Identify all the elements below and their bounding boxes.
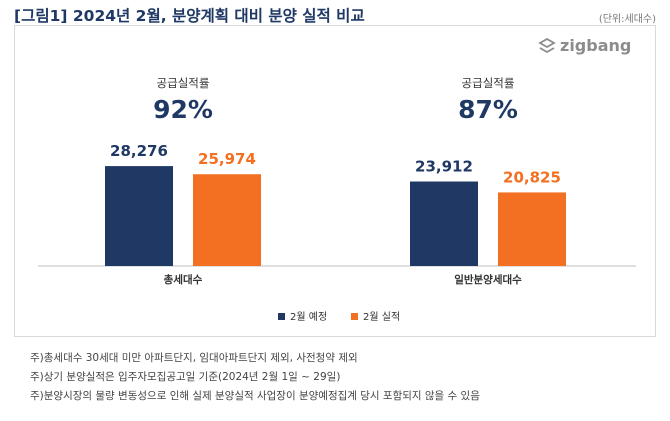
bar: [193, 174, 261, 266]
footnote-1: 주)총세대수 30세대 미만 아파트단지, 임대아파트단지 제외, 사전청약 제…: [30, 352, 358, 364]
footnotes: 주)총세대수 30세대 미만 아파트단지, 임대아파트단지 제외, 사전청약 제…: [30, 349, 480, 406]
footnote-3: 주)분양시장의 물량 변동성으로 인해 실제 분양실적 사업장이 분양예정집계 …: [30, 390, 480, 402]
bar: [410, 181, 478, 266]
bar: [498, 192, 566, 266]
legend-label: 2월 실적: [363, 311, 400, 323]
zigbang-logo-icon: [538, 37, 556, 53]
rate-value: 87%: [458, 95, 518, 124]
bar: [105, 166, 173, 266]
zigbang-logo: zigbang: [538, 36, 631, 55]
bar-value-label: 28,276: [110, 142, 168, 160]
legend-label: 2월 예정: [290, 311, 327, 323]
rate-label: 공급실적률: [157, 76, 210, 90]
chart-title: [그림1] 2024년 2월, 분양계획 대비 분양 실적 비교: [14, 7, 365, 25]
category-label: 총세대수: [164, 273, 203, 286]
category-label: 일반분양세대수: [454, 273, 522, 286]
legend-swatch: [278, 313, 285, 320]
bar-value-label: 20,825: [503, 168, 561, 186]
unit-label: (단위:세대수): [598, 14, 656, 25]
bar-value-label: 23,912: [415, 158, 473, 176]
rate-label: 공급실적률: [462, 76, 515, 90]
logo-text: zigbang: [560, 36, 632, 55]
bar-chart: 28,276 25,974 총세대수 공급실적률 92% 23,912 20,825 일반분양…: [38, 76, 636, 323]
footnote-2: 주)상기 분양실적은 입주자모집공고일 기준(2024년 2월 1일 ~ 29일…: [30, 371, 341, 383]
bar-value-label: 25,974: [198, 150, 256, 168]
legend-swatch: [351, 313, 358, 320]
rate-value: 92%: [153, 95, 213, 124]
